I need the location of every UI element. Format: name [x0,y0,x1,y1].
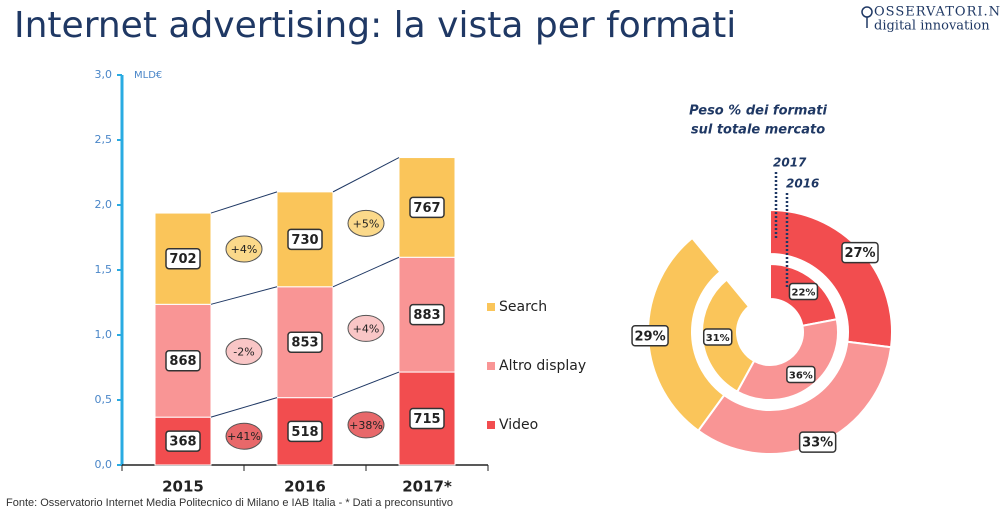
value-label: 27% [844,246,875,261]
change-badge [225,422,263,450]
donut-slice [769,208,893,349]
value-label: 767 [413,201,440,216]
change-label: +4% [231,243,258,256]
y-tick-label: 0,0 [95,458,113,471]
legend-swatch [487,303,495,311]
ring-label: 2016 [786,177,819,191]
value-box [702,328,733,346]
donut-slice [647,236,726,433]
legend-swatch [487,362,495,370]
y-tick-label: 0,5 [95,393,113,406]
connector [332,371,400,399]
value-box [165,247,201,270]
value-label: 715 [413,412,440,427]
value-label: 702 [169,252,196,267]
donut-slice [696,340,893,455]
x-tick-label: 2017* [402,478,452,496]
value-label: 518 [291,425,318,440]
legend-label: Search [499,299,547,315]
logo-text: OSSERVATORI.NET [874,5,1000,20]
change-badge [225,337,263,365]
legend-swatch [487,421,495,429]
value-box [165,349,201,372]
change-badge [225,235,263,263]
change-label: +41% [227,430,261,443]
bar-segment [398,157,456,258]
y-axis-unit: MLD€ [134,70,162,81]
connector [210,286,278,305]
change-label: +4% [353,322,380,335]
change-badge [347,209,385,237]
value-box [165,430,201,452]
value-box [788,282,819,301]
y-tick-label: 2,0 [95,198,113,211]
slide-title: Internet advertising: la vista per forma… [14,5,736,46]
change-label: +38% [349,419,383,432]
ring-label: 2017 [773,156,807,170]
connector [210,191,278,214]
value-box [287,331,323,353]
value-label: 730 [291,233,318,248]
x-tick-label: 2016 [284,478,326,496]
value-label: 31% [706,333,730,344]
value-label: 853 [291,336,318,351]
donut-title: Peso % dei formati [689,104,827,119]
value-label: 33% [802,436,833,451]
value-label: 868 [169,354,196,369]
connector [332,256,400,288]
y-tick-label: 1,5 [95,263,113,276]
value-box [287,228,323,251]
donut-title: sul totale mercato [691,123,825,138]
value-label: 29% [634,329,665,344]
value-box [786,365,816,384]
value-box [631,325,669,347]
change-badge [347,411,385,439]
logo-icon [861,6,873,18]
connector [210,397,278,418]
legend-label: Altro display [499,358,586,374]
value-label: 36% [789,370,813,381]
x-tick-label: 2015 [162,478,204,496]
y-tick-label: 3,0 [95,68,113,81]
connector [332,157,400,193]
legend-label: Video [499,417,538,433]
value-label: 883 [413,308,440,323]
y-tick-label: 2,5 [95,133,113,146]
footer-source: Fonte: Osservatorio Internet Media Polit… [6,497,453,509]
change-badge [347,314,385,342]
value-box [409,303,445,326]
value-box [287,420,323,443]
value-box [409,407,445,430]
value-label: 22% [791,288,815,299]
value-box [841,241,879,264]
y-tick-label: 1,0 [95,328,113,341]
change-label: +5% [353,217,380,230]
value-label: 368 [169,435,196,450]
logo-subtext: digital innovation [874,19,990,34]
change-label: -2% [233,345,254,358]
value-box [409,196,445,219]
value-box [798,431,837,453]
